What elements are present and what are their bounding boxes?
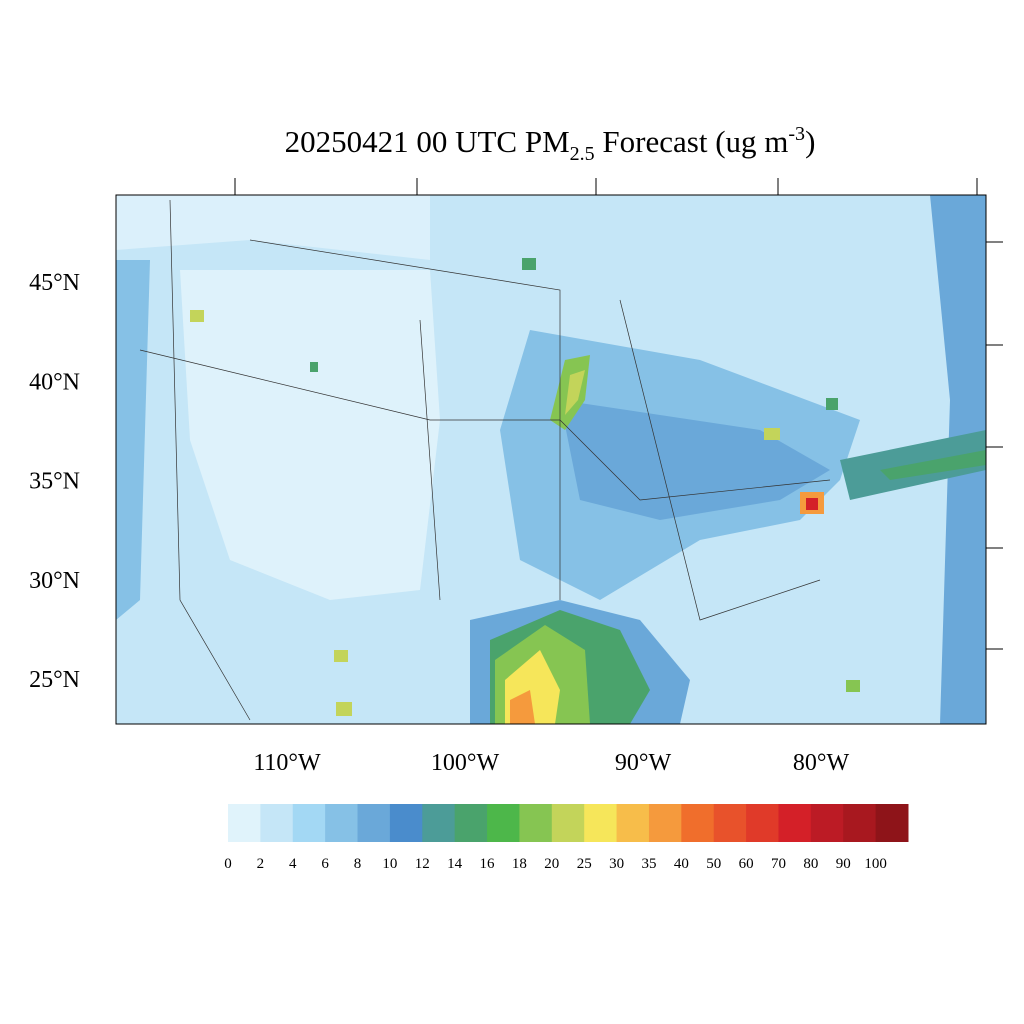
colorbar-label: 50 bbox=[706, 856, 721, 872]
lon-label: 80°W bbox=[793, 750, 850, 776]
colorbar-label: 70 bbox=[771, 856, 786, 872]
colorbar-label: 40 bbox=[674, 856, 689, 872]
colorbar-label: 4 bbox=[289, 856, 297, 872]
colorbar-box bbox=[357, 804, 391, 842]
colorbar-box bbox=[713, 804, 747, 842]
colorbar-label: 18 bbox=[512, 856, 527, 872]
colorbar-box bbox=[260, 804, 294, 842]
colorbar-label: 6 bbox=[321, 856, 329, 872]
lat-label: 25°N bbox=[29, 667, 80, 693]
title-main: 20250421 00 UTC PM bbox=[285, 124, 570, 159]
colorbar-label: 10 bbox=[382, 856, 397, 872]
lat-label: 45°N bbox=[29, 270, 80, 296]
lon-label: 110°W bbox=[253, 750, 321, 776]
colorbar-box bbox=[681, 804, 715, 842]
colorbar-box bbox=[292, 804, 326, 842]
colorbar-box bbox=[454, 804, 488, 842]
title-sup: -3 bbox=[788, 123, 805, 145]
map-field bbox=[116, 195, 986, 724]
colorbar-box bbox=[778, 804, 812, 842]
lat-label: 30°N bbox=[29, 568, 80, 594]
colorbar-label: 35 bbox=[641, 856, 656, 872]
colorbar-box bbox=[584, 804, 618, 842]
colorbar-label: 16 bbox=[480, 856, 496, 872]
map-title: 20250421 00 UTC PM2.5 Forecast (ug m-3) bbox=[285, 123, 816, 165]
colorbar-box bbox=[746, 804, 779, 842]
colorbar-box bbox=[519, 804, 553, 842]
lat-label: 40°N bbox=[29, 369, 80, 395]
colorbar-box bbox=[616, 804, 650, 842]
colorbar-label: 80 bbox=[803, 856, 818, 872]
map-frame bbox=[115, 194, 987, 725]
colorbar-box bbox=[389, 804, 423, 842]
lat-label: 35°N bbox=[29, 469, 80, 495]
frame-ticks bbox=[234, 178, 1003, 650]
colorbar-label: 30 bbox=[609, 856, 624, 872]
colorbar-label: 100 bbox=[864, 856, 887, 872]
colorbar-label: 60 bbox=[739, 856, 754, 872]
colorbar-box bbox=[422, 804, 456, 842]
colorbar-label: 90 bbox=[836, 856, 851, 872]
colorbar-box bbox=[810, 804, 844, 842]
colorbar-box bbox=[325, 804, 359, 842]
colorbar-box bbox=[648, 804, 682, 842]
colorbar-label: 20 bbox=[544, 856, 559, 872]
colorbar-label: 8 bbox=[354, 856, 362, 872]
lon-label: 100°W bbox=[431, 750, 500, 776]
colorbar-box bbox=[551, 804, 585, 842]
colorbar-box bbox=[228, 804, 261, 842]
colorbar-box bbox=[487, 804, 520, 842]
colorbar-label: 2 bbox=[257, 856, 265, 872]
title-rest: Forecast (ug m bbox=[595, 124, 789, 159]
colorbar-label: 0 bbox=[224, 856, 232, 872]
colorbar-label: 12 bbox=[415, 856, 430, 872]
lon-label: 90°W bbox=[615, 750, 672, 776]
colorbar-box bbox=[875, 804, 909, 842]
colorbar-label: 25 bbox=[577, 856, 592, 872]
title-end: ) bbox=[805, 124, 815, 159]
colorbar-box bbox=[843, 804, 877, 842]
title-sub: 2.5 bbox=[570, 143, 595, 165]
colorbar-label: 14 bbox=[447, 856, 463, 872]
